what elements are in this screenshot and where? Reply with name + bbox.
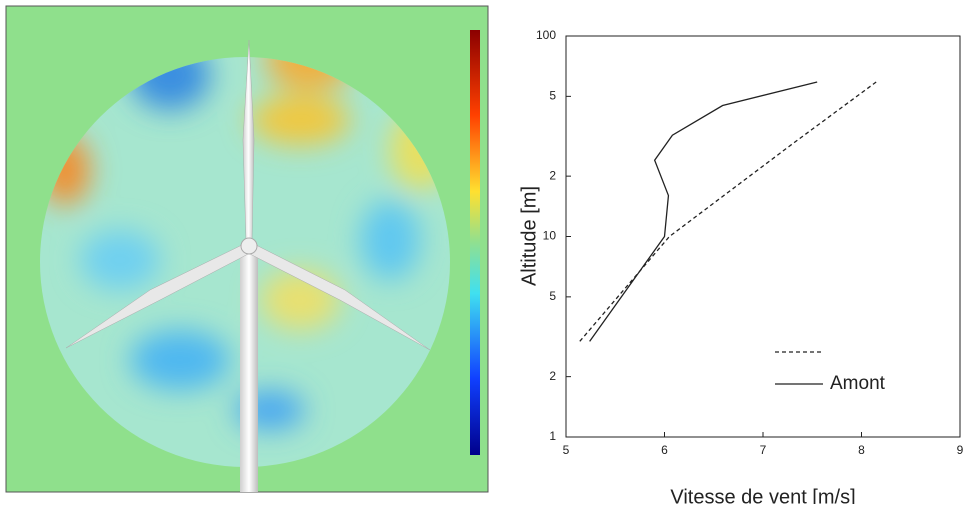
x-tick-label: 8 xyxy=(858,443,865,457)
y-axis-label: Altitude [m] xyxy=(518,186,540,286)
x-tick-label: 6 xyxy=(661,443,668,457)
series-line xyxy=(589,81,818,342)
y-tick-label: 5 xyxy=(549,289,556,303)
y-tick-label: 1 xyxy=(549,429,556,443)
x-tick-label: 9 xyxy=(957,443,964,457)
y-tick-label: 100 xyxy=(536,28,556,42)
y-tick-label: 2 xyxy=(549,168,556,182)
y-tick-label: 2 xyxy=(549,369,556,383)
x-axis-label: Vitesse de vent [m/s] xyxy=(670,486,855,504)
series-line xyxy=(579,81,877,342)
x-tick-label: 7 xyxy=(760,443,767,457)
plot-frame xyxy=(565,35,961,438)
wind-field-image xyxy=(5,5,489,493)
y-tick-label: 5 xyxy=(549,89,556,103)
x-tick-label: 5 xyxy=(563,443,570,457)
legend-label: Amont xyxy=(830,373,886,394)
y-tick-label: 10 xyxy=(543,229,557,243)
